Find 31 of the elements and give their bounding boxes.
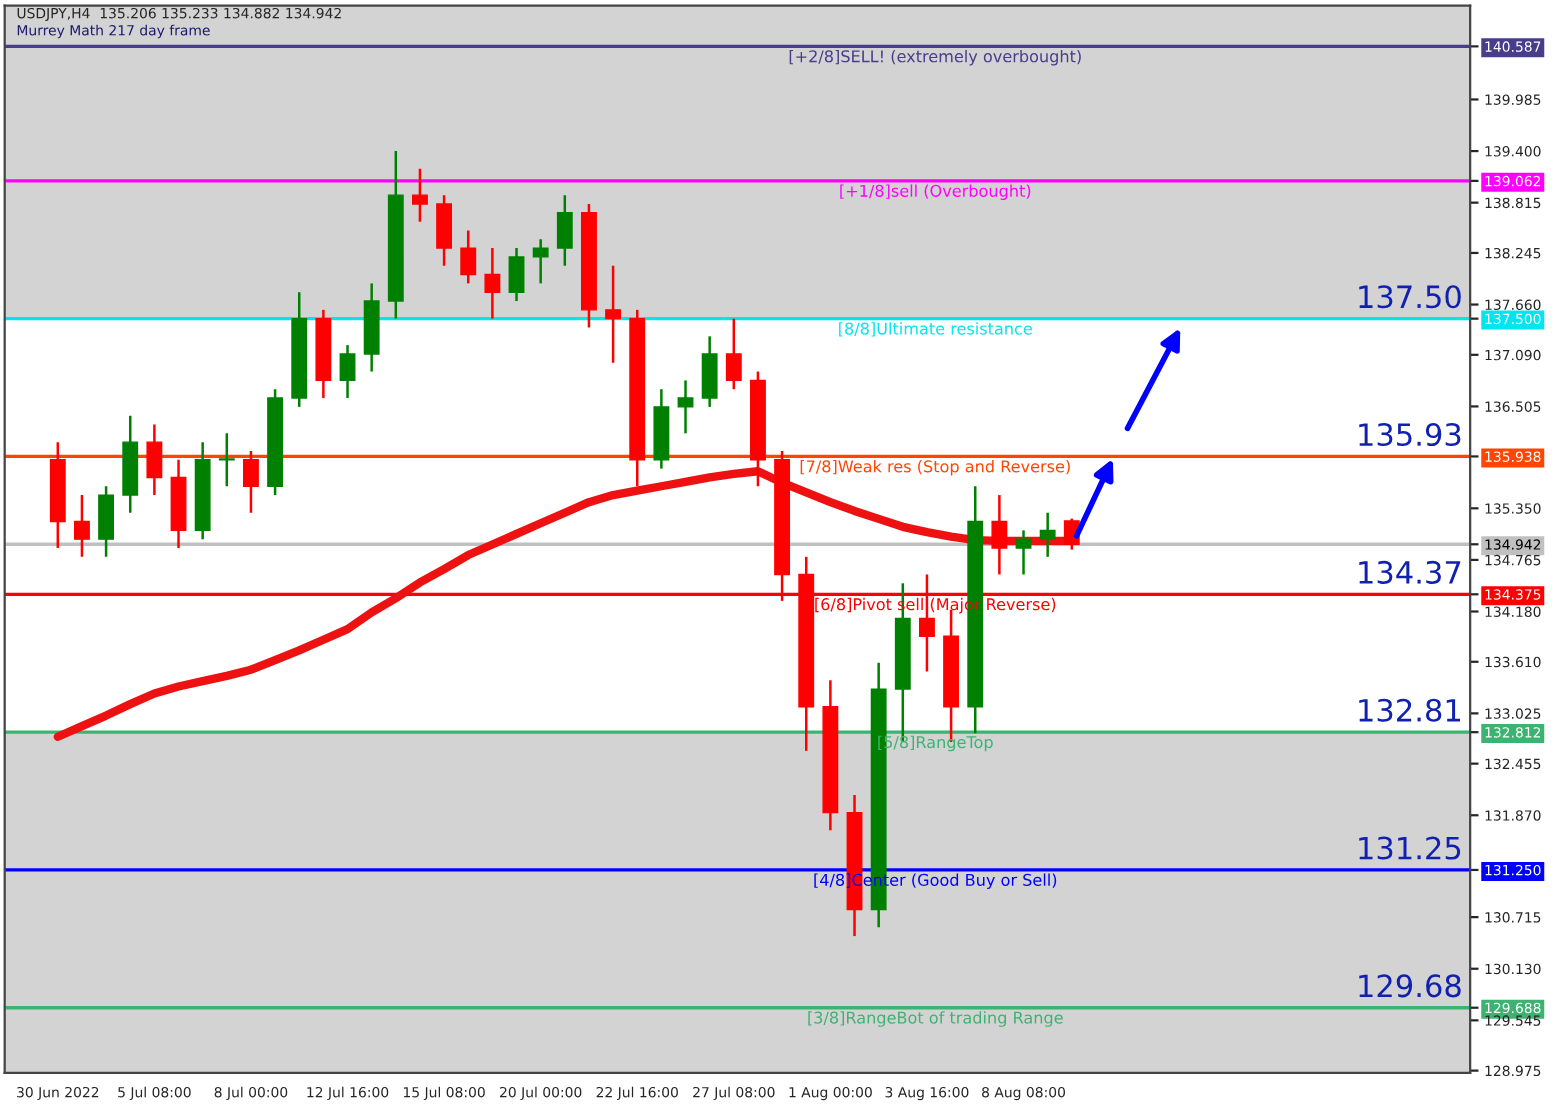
candlestick — [532, 238, 549, 285]
candlestick — [243, 449, 259, 514]
candlestick — [605, 264, 622, 365]
candlestick — [412, 167, 428, 223]
candlestick — [218, 432, 235, 488]
annotation: 129.68 — [1359, 974, 1461, 998]
ref-line-label: [3/8]RangeBot of trading Range — [808, 1011, 1063, 1027]
candlestick — [146, 423, 163, 497]
candlestick — [484, 246, 501, 320]
candlestick — [98, 485, 115, 559]
candlestick — [436, 193, 453, 267]
annotation: 134.37 — [1359, 560, 1461, 584]
candlestick — [74, 493, 90, 559]
annotation: 131.25 — [1359, 836, 1461, 860]
ref-line-label: [7/8]Weak res (Stop and Reverse) — [800, 459, 1070, 476]
candlestick — [677, 379, 694, 435]
candlestick — [508, 246, 525, 303]
annotation: 137.50 — [1359, 285, 1461, 309]
candlestick — [725, 317, 742, 391]
candlestick — [556, 193, 573, 267]
candlestick — [460, 229, 477, 285]
annotation: 135.93 — [1359, 423, 1461, 447]
candlestick — [991, 493, 1008, 576]
ref-line-label: [8/8]Ultimate resistance — [839, 322, 1032, 337]
ref-line-label: [+1/8]sell (Overbought) — [840, 184, 1031, 200]
candlestick — [701, 335, 718, 409]
candlestick — [1039, 511, 1056, 559]
candlestick — [1015, 529, 1032, 576]
candlestick — [339, 343, 356, 400]
annotation: 132.81 — [1359, 698, 1461, 722]
ref-line-label: [+2/8]SELL! (extremely overbought) — [789, 49, 1081, 66]
